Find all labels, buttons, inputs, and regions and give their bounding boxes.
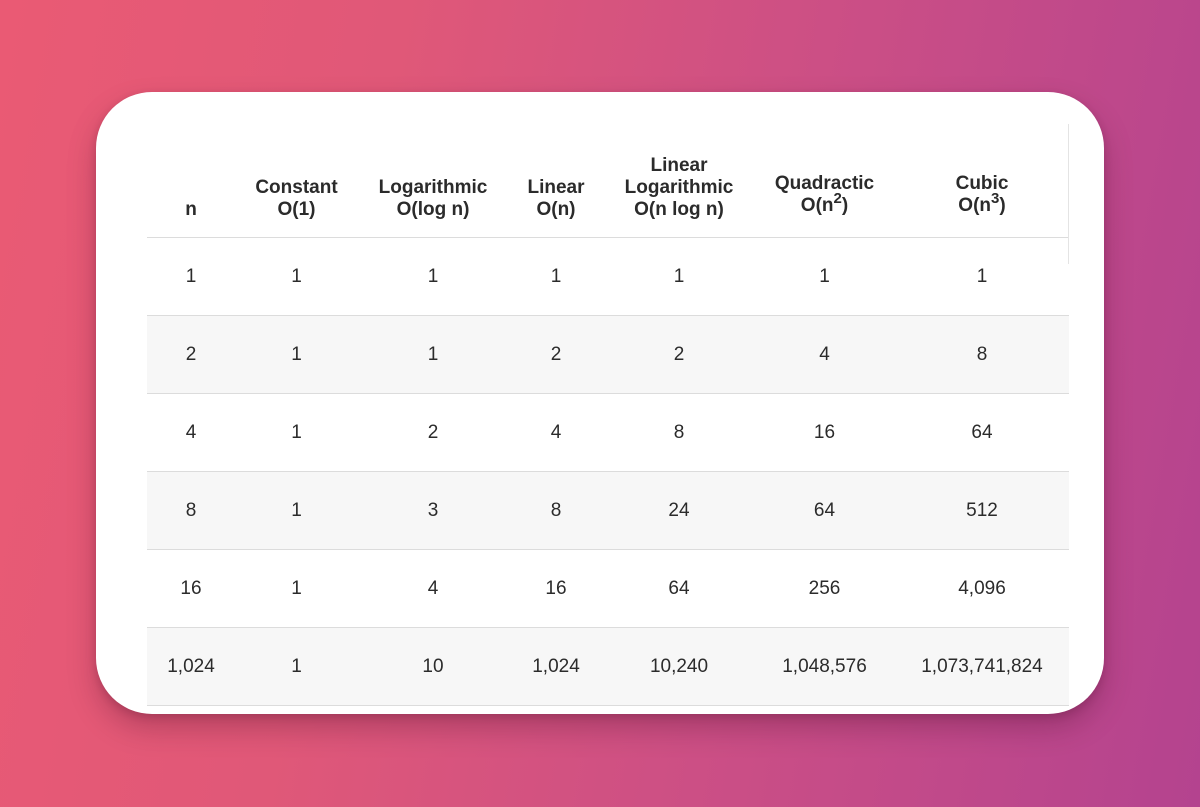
header-n: n — [147, 124, 235, 238]
table-row: 1 1 1 1 1 1 1 — [147, 237, 1069, 316]
cell-constant: 1 — [235, 549, 358, 628]
header-cubic: Cubic O(n3) — [895, 124, 1069, 238]
cell-quadratic: 16 — [754, 393, 895, 472]
cell-constant: 1 — [235, 471, 358, 550]
header-linear: Linear O(n) — [508, 124, 604, 238]
header-quadratic-formula: O(n2) — [800, 190, 849, 216]
header-linear-logarithmic: Linear Logarithmic O(n log n) — [604, 124, 754, 238]
cell-constant: 1 — [235, 627, 358, 706]
cell-quadratic: 64 — [754, 471, 895, 550]
complexity-table: n Constant O(1) Logarithmic O(log n) Lin… — [147, 124, 1069, 706]
cell-linear: 1,024 — [508, 627, 604, 706]
cell-cubic: 1 — [895, 237, 1069, 316]
cell-linear: 4 — [508, 393, 604, 472]
cell-linear: 16 — [508, 549, 604, 628]
cell-n: 2 — [147, 315, 235, 394]
cell-cubic: 64 — [895, 393, 1069, 472]
table-row: 4 1 2 4 8 16 64 — [147, 393, 1069, 472]
cell-logarithmic: 1 — [358, 237, 508, 316]
cell-logarithmic: 3 — [358, 471, 508, 550]
table-row: 2 1 1 2 2 4 8 — [147, 315, 1069, 394]
cell-linear-logarithmic: 2 — [604, 315, 754, 394]
cell-quadratic: 1 — [754, 237, 895, 316]
cell-quadratic: 4 — [754, 315, 895, 394]
cell-quadratic: 256 — [754, 549, 895, 628]
table-row: 1,024 1 10 1,024 10,240 1,048,576 1,073,… — [147, 627, 1069, 706]
cell-quadratic: 1,048,576 — [754, 627, 895, 706]
cell-linear-logarithmic: 24 — [604, 471, 754, 550]
cell-linear: 2 — [508, 315, 604, 394]
header-logarithmic: Logarithmic O(log n) — [358, 124, 508, 238]
header-constant: Constant O(1) — [235, 124, 358, 238]
cell-constant: 1 — [235, 237, 358, 316]
cell-n: 8 — [147, 471, 235, 550]
cell-constant: 1 — [235, 315, 358, 394]
cell-n: 4 — [147, 393, 235, 472]
cell-logarithmic: 1 — [358, 315, 508, 394]
table-row: 8 1 3 8 24 64 512 — [147, 471, 1069, 550]
cell-n: 1 — [147, 237, 235, 316]
cell-cubic: 8 — [895, 315, 1069, 394]
cell-linear: 1 — [508, 237, 604, 316]
cell-cubic: 1,073,741,824 — [895, 627, 1069, 706]
cell-n: 1,024 — [147, 627, 235, 706]
cell-constant: 1 — [235, 393, 358, 472]
cell-cubic: 4,096 — [895, 549, 1069, 628]
header-quadratic: Quadractic O(n2) — [754, 124, 895, 238]
header-row: n Constant O(1) Logarithmic O(log n) Lin… — [147, 124, 1069, 238]
cell-cubic: 512 — [895, 471, 1069, 550]
cell-linear-logarithmic: 10,240 — [604, 627, 754, 706]
cell-logarithmic: 10 — [358, 627, 508, 706]
cell-logarithmic: 4 — [358, 549, 508, 628]
cell-linear-logarithmic: 8 — [604, 393, 754, 472]
cell-linear-logarithmic: 64 — [604, 549, 754, 628]
cell-linear-logarithmic: 1 — [604, 237, 754, 316]
table-card: n Constant O(1) Logarithmic O(log n) Lin… — [96, 92, 1104, 714]
cell-logarithmic: 2 — [358, 393, 508, 472]
cell-linear: 8 — [508, 471, 604, 550]
header-cubic-formula: O(n3) — [958, 190, 1006, 216]
cell-n: 16 — [147, 549, 235, 628]
table-row: 16 1 4 16 64 256 4,096 — [147, 549, 1069, 628]
